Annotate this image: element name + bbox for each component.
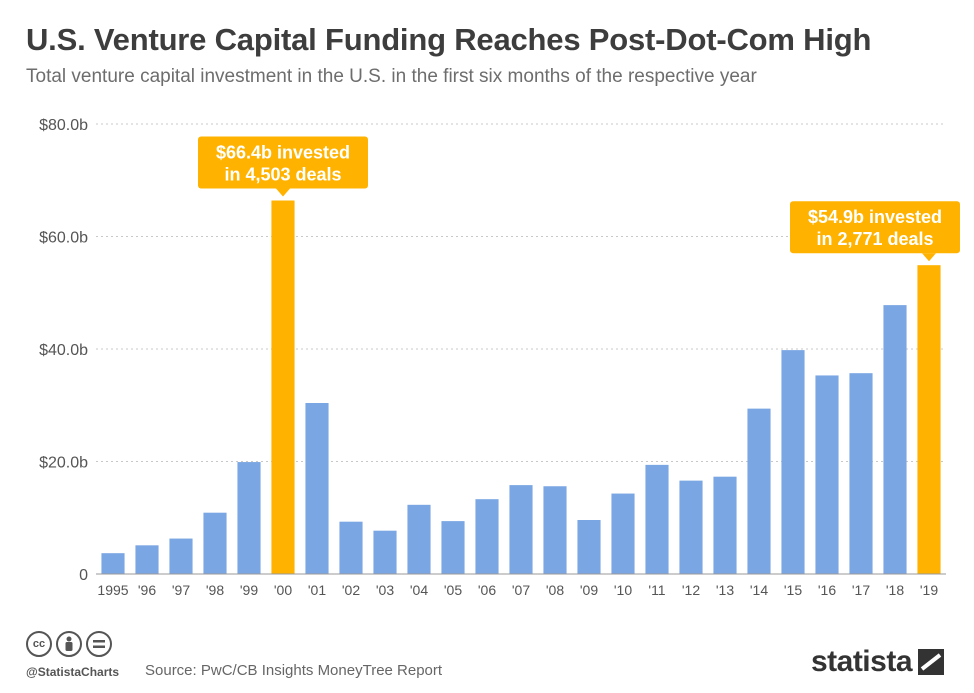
x-tick-label: 1995 bbox=[97, 582, 128, 598]
bar bbox=[339, 521, 363, 574]
annotation-box bbox=[790, 201, 960, 254]
bar bbox=[407, 504, 431, 574]
x-tick-label: '01 bbox=[308, 582, 326, 598]
bar bbox=[135, 545, 159, 574]
bar bbox=[441, 521, 465, 574]
x-tick-label: '16 bbox=[818, 582, 836, 598]
x-tick-label: '96 bbox=[138, 582, 156, 598]
x-tick-label: '09 bbox=[580, 582, 598, 598]
x-tick-label: '02 bbox=[342, 582, 360, 598]
bar bbox=[373, 530, 397, 574]
x-tick-label: '10 bbox=[614, 582, 632, 598]
bar bbox=[475, 499, 499, 574]
brand-logo: statista bbox=[811, 645, 944, 679]
source-note: Source: PwC/CB Insights MoneyTree Report bbox=[145, 662, 443, 679]
bar bbox=[645, 464, 669, 574]
bar bbox=[169, 538, 193, 574]
bar bbox=[237, 462, 261, 574]
bar bbox=[917, 265, 941, 574]
x-tick-label: '11 bbox=[648, 582, 665, 598]
x-tick-label: '05 bbox=[444, 582, 462, 598]
bar bbox=[271, 200, 295, 574]
annotation-pointer bbox=[276, 188, 290, 197]
statista-logo-icon bbox=[918, 649, 944, 675]
annotation-label: in 4,503 deals bbox=[224, 165, 341, 185]
bar bbox=[101, 553, 125, 574]
bar bbox=[781, 350, 805, 574]
bar bbox=[883, 305, 907, 574]
x-tick-label: '13 bbox=[716, 582, 734, 598]
bar bbox=[849, 373, 873, 574]
x-tick-label: '00 bbox=[274, 582, 292, 598]
nd-icon bbox=[86, 631, 112, 657]
license-icons: cc bbox=[26, 631, 112, 657]
annotation-pointer bbox=[922, 253, 936, 262]
bar bbox=[509, 485, 533, 574]
bar bbox=[747, 408, 771, 574]
bar bbox=[543, 486, 567, 574]
y-tick-label: $40.0b bbox=[39, 342, 88, 359]
y-tick-label: 0 bbox=[79, 567, 88, 584]
bar bbox=[305, 403, 329, 574]
x-tick-label: '08 bbox=[546, 582, 564, 598]
x-tick-label: '07 bbox=[512, 582, 530, 598]
y-tick-label: $80.0b bbox=[39, 117, 88, 134]
x-tick-label: '14 bbox=[750, 582, 768, 598]
x-tick-label: '06 bbox=[478, 582, 496, 598]
brand-name: statista bbox=[810, 645, 913, 678]
x-tick-label: '03 bbox=[376, 582, 394, 598]
x-tick-label: '99 bbox=[240, 582, 258, 598]
x-tick-label: '04 bbox=[410, 582, 428, 598]
x-tick-label: '98 bbox=[206, 582, 224, 598]
cc-icon: cc bbox=[26, 631, 52, 657]
x-tick-label: '12 bbox=[682, 582, 700, 598]
chart-subtitle: Total venture capital investment in the … bbox=[26, 66, 757, 87]
y-tick-label: $60.0b bbox=[39, 230, 88, 247]
x-tick-label: '17 bbox=[852, 582, 870, 598]
bar bbox=[713, 476, 737, 574]
x-tick-label: '97 bbox=[172, 582, 190, 598]
bar bbox=[815, 375, 839, 574]
annotation-label: $66.4b invested bbox=[216, 143, 350, 163]
bar bbox=[203, 512, 227, 574]
y-tick-label: $20.0b bbox=[39, 455, 88, 472]
annotation-label: in 2,771 deals bbox=[816, 229, 933, 249]
by-icon bbox=[56, 631, 82, 657]
annotation-box bbox=[198, 136, 368, 189]
chart-title: U.S. Venture Capital Funding Reaches Pos… bbox=[26, 22, 872, 57]
bar bbox=[577, 520, 601, 574]
bar bbox=[611, 493, 635, 574]
social-handle: @StatistaCharts bbox=[26, 665, 120, 679]
x-tick-label: '19 bbox=[920, 582, 938, 598]
annotation-label: $54.9b invested bbox=[808, 207, 942, 227]
x-tick-label: '18 bbox=[886, 582, 904, 598]
bar bbox=[679, 480, 703, 574]
x-tick-label: '15 bbox=[784, 582, 802, 598]
